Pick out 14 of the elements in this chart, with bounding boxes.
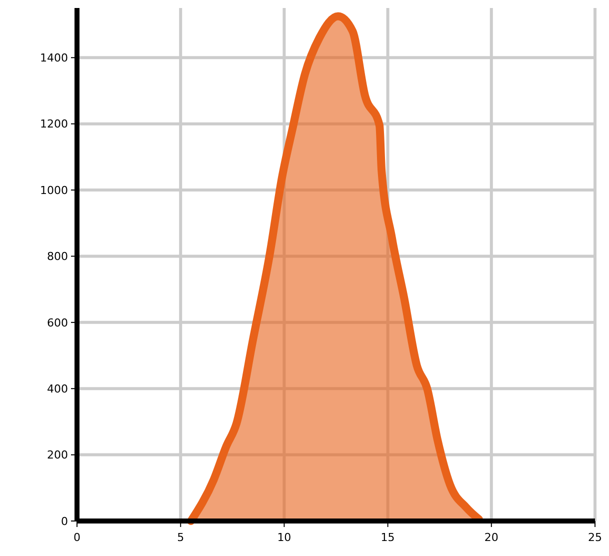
y-tick-label: 200 [47,448,68,462]
y-tick-label: 1000 [40,184,68,197]
y-tick-label: 1200 [40,118,68,131]
x-tick-label: 5 [177,531,184,544]
x-tick-label: 25 [588,531,602,544]
x-tick-label: 15 [380,531,395,544]
y-tick-label: 600 [47,316,68,330]
y-tick-label: 0 [61,514,68,528]
x-tick-label: 0 [74,531,80,544]
x-tick-label: 10 [277,531,292,544]
y-tick-label: 400 [47,382,68,396]
x-tick-label: 20 [484,531,498,544]
y-tick-label: 800 [47,250,68,264]
y-tick-label: 1400 [40,51,68,64]
